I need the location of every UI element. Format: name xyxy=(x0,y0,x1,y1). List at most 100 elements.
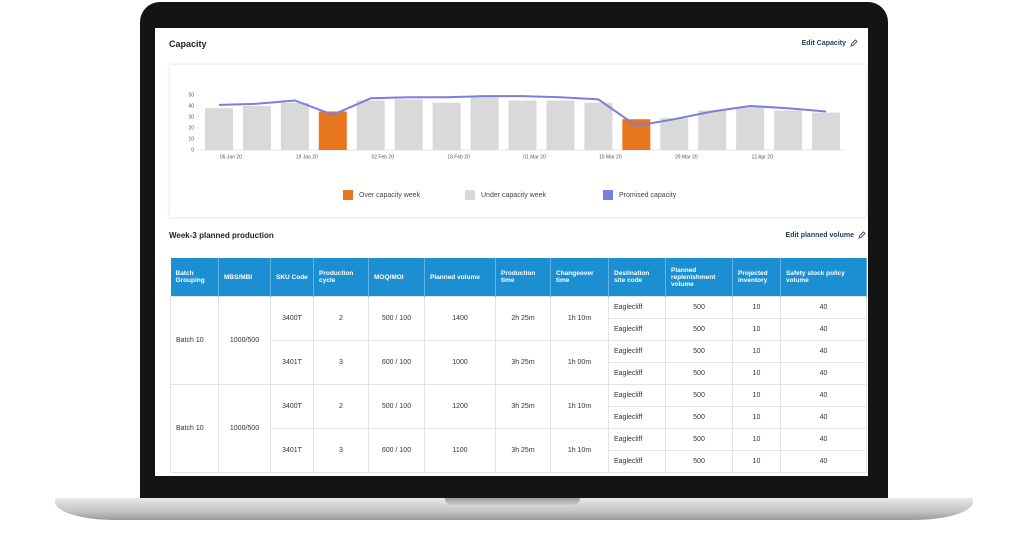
legend-label: Promised capacity xyxy=(619,192,677,199)
cell: 1400 xyxy=(424,296,496,341)
y-tick-label: 10 xyxy=(188,136,194,142)
header-row: Batch Grouping MBS/MBI SKU Code Production … xyxy=(170,258,867,297)
column-header: Changeover time xyxy=(550,258,609,297)
column-header: Production cycle xyxy=(313,258,369,297)
cell: 40 xyxy=(780,340,867,363)
cell: 40 xyxy=(780,296,867,319)
cell: Eaglecliff xyxy=(608,340,666,363)
x-tick-label: 15 Mar 20 xyxy=(599,154,622,160)
cell: 2 xyxy=(313,384,369,429)
cell: 3400T xyxy=(270,296,314,341)
line xyxy=(218,95,827,127)
table-row: Eaglecliff 500 10 40 xyxy=(171,406,867,429)
bar xyxy=(394,99,423,150)
cell: 500 xyxy=(665,384,733,407)
cell: 10 xyxy=(732,450,781,473)
table-row: 3401T 3 600 / 100 1100 3h 25m 1h 10m Eagleclif… xyxy=(171,428,867,473)
bar xyxy=(698,110,727,150)
cell: 500 xyxy=(665,450,733,473)
bar xyxy=(318,111,347,150)
cell: 3h 25m xyxy=(495,428,551,473)
pencil-icon[interactable] xyxy=(858,231,866,239)
cell: 40 xyxy=(780,384,867,407)
cell: 1h 00m xyxy=(550,340,609,385)
pencil-icon[interactable] xyxy=(850,39,858,47)
cell: 10 xyxy=(732,340,781,363)
x-tick-label: 02 Feb 20 xyxy=(371,154,394,160)
edit-capacity[interactable]: Edit Capacity xyxy=(802,39,858,47)
cell: Eaglecliff xyxy=(608,406,666,429)
x-tick-label: 05 Jan 20 xyxy=(220,154,242,160)
cell: 600 / 100 xyxy=(368,340,425,385)
column-header: MBS/MBI xyxy=(218,258,271,297)
bar xyxy=(774,110,803,150)
cell: 1000/500 xyxy=(218,384,271,473)
cell: 2h 25m xyxy=(495,296,551,341)
cell: 1000/500 xyxy=(218,296,271,385)
production-table: Batch Grouping MBS/MBI SKU Code Production … xyxy=(170,258,867,473)
laptop-notch xyxy=(445,498,580,505)
bar xyxy=(546,100,575,150)
bar xyxy=(242,106,271,150)
legend-label: Under capacity week xyxy=(481,192,546,199)
bar xyxy=(432,102,461,150)
cell: 10 xyxy=(732,428,781,451)
cell: 1h 10m xyxy=(550,384,609,429)
y-tick-label: 40 xyxy=(188,103,194,109)
cell: Eaglecliff xyxy=(608,362,666,385)
cell: 600 / 100 xyxy=(368,428,425,473)
table-row: 3401T 3 600 / 100 1000 3h 25m 1h 00m Eagleclif… xyxy=(171,340,867,385)
cell: 500 xyxy=(665,428,733,451)
bar xyxy=(812,112,841,150)
cell: 500 xyxy=(665,406,733,429)
cell: 3400T xyxy=(270,384,314,429)
screen: Capacity Edit Capacity 0 10 20 30 40 50 05 Jan… xyxy=(155,28,868,476)
cell: 10 xyxy=(732,384,781,407)
cell: 1h 10m xyxy=(550,296,609,341)
cell: 40 xyxy=(780,406,867,429)
x-tick-label: 29 Mar 20 xyxy=(675,154,698,160)
cell: 3h 25m xyxy=(495,340,551,385)
x-tick-label: 16 Feb 20 xyxy=(447,154,470,160)
cell: Batch 10 xyxy=(170,296,219,385)
cell: 10 xyxy=(732,296,781,319)
bar xyxy=(470,97,499,150)
cell: Eaglecliff xyxy=(608,450,666,473)
x-tick-label: 12 Apr 20 xyxy=(751,154,773,160)
bar xyxy=(736,107,765,150)
cell: 1000 xyxy=(424,340,496,385)
column-header: Batch Grouping xyxy=(170,258,219,297)
edit-volume[interactable]: Edit planned volume xyxy=(786,231,866,239)
table-row: Eaglecliff 500 10 40 xyxy=(171,450,867,473)
legend-swatch xyxy=(465,190,475,200)
column-header: SKU Code xyxy=(270,258,314,297)
cell: Eaglecliff xyxy=(608,318,666,341)
cell: Eaglecliff xyxy=(608,428,666,451)
cell: 40 xyxy=(780,362,867,385)
cell: 40 xyxy=(780,318,867,341)
cell: 2 xyxy=(313,296,369,341)
cell: 3 xyxy=(313,428,369,473)
table-row: Eaglecliff 500 10 40 xyxy=(171,318,867,341)
table-wrap: Batch Grouping MBS/MBI SKU Code Production … xyxy=(170,258,867,473)
x-tick-label: 19 Jan 20 xyxy=(296,154,318,160)
legend-label: Over capacity week xyxy=(359,192,421,199)
column-header: Safety stock policy volume xyxy=(780,258,867,297)
cell: Batch 10 xyxy=(170,384,219,473)
column-header: Planned replenishment volume xyxy=(665,258,733,297)
cell: 3401T xyxy=(270,340,314,385)
cell: 40 xyxy=(780,428,867,451)
bar xyxy=(204,108,233,150)
cell: 3401T xyxy=(270,428,314,473)
cell: Eaglecliff xyxy=(608,384,666,407)
edit-label[interactable]: Edit Capacity xyxy=(801,39,846,47)
edit-label[interactable]: Edit planned volume xyxy=(785,231,854,239)
cell: 500 xyxy=(665,318,733,341)
column-header: Production time xyxy=(495,258,551,297)
column-header: Planned volume xyxy=(424,258,496,297)
legend-swatch xyxy=(343,190,353,200)
cell: 1100 xyxy=(424,428,496,473)
cell: 40 xyxy=(780,450,867,473)
cell: 500 xyxy=(665,362,733,385)
y-tick-label: 20 xyxy=(188,125,194,131)
